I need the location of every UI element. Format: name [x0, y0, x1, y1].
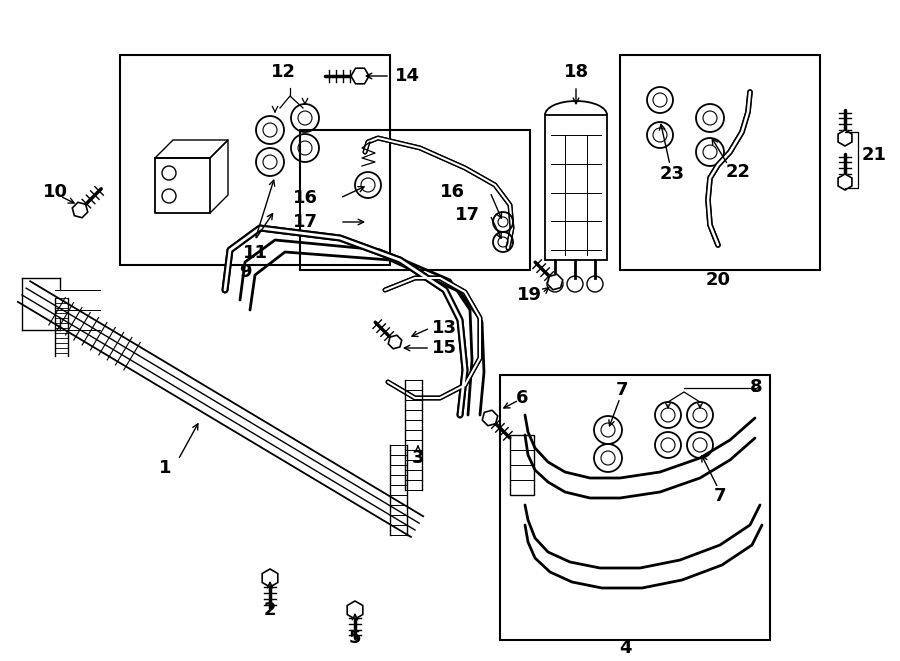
Text: 14: 14 [395, 67, 420, 85]
Bar [620, 55, 820, 270]
Text: 5: 5 [349, 629, 361, 647]
Text: 13: 13 [432, 319, 457, 337]
Text: 19: 19 [517, 286, 542, 304]
Text: 2: 2 [264, 601, 276, 619]
Polygon shape [547, 274, 562, 290]
Polygon shape [262, 569, 278, 587]
Text: 16: 16 [293, 189, 318, 207]
Polygon shape [351, 68, 369, 84]
Polygon shape [72, 202, 87, 217]
Polygon shape [838, 130, 852, 146]
Polygon shape [388, 335, 401, 349]
Text: 15: 15 [432, 339, 457, 357]
Bar [545, 115, 607, 260]
Text: 7: 7 [714, 487, 726, 505]
Text: 21: 21 [862, 146, 887, 164]
Polygon shape [838, 174, 852, 190]
Text: 3: 3 [412, 449, 424, 467]
Text: 17: 17 [293, 213, 318, 231]
Polygon shape [482, 410, 498, 426]
Text: 20: 20 [706, 271, 731, 289]
Polygon shape [347, 601, 363, 619]
Text: 17: 17 [455, 206, 480, 224]
Bar [510, 435, 534, 495]
Text: 23: 23 [660, 165, 685, 183]
Text: 8: 8 [750, 378, 762, 396]
Text: 18: 18 [563, 63, 589, 81]
Text: 1: 1 [158, 459, 171, 477]
Text: 22: 22 [725, 163, 751, 181]
Text: 12: 12 [271, 63, 295, 81]
Text: 4: 4 [619, 639, 631, 657]
Bar [300, 130, 530, 270]
Bar [500, 375, 770, 640]
Text: 7: 7 [616, 381, 628, 399]
Text: 10: 10 [42, 183, 68, 201]
Text: 6: 6 [516, 389, 528, 407]
Text: 9: 9 [238, 263, 251, 281]
Text: 16: 16 [440, 183, 465, 201]
Text: 11: 11 [242, 244, 267, 262]
Bar [120, 55, 390, 265]
